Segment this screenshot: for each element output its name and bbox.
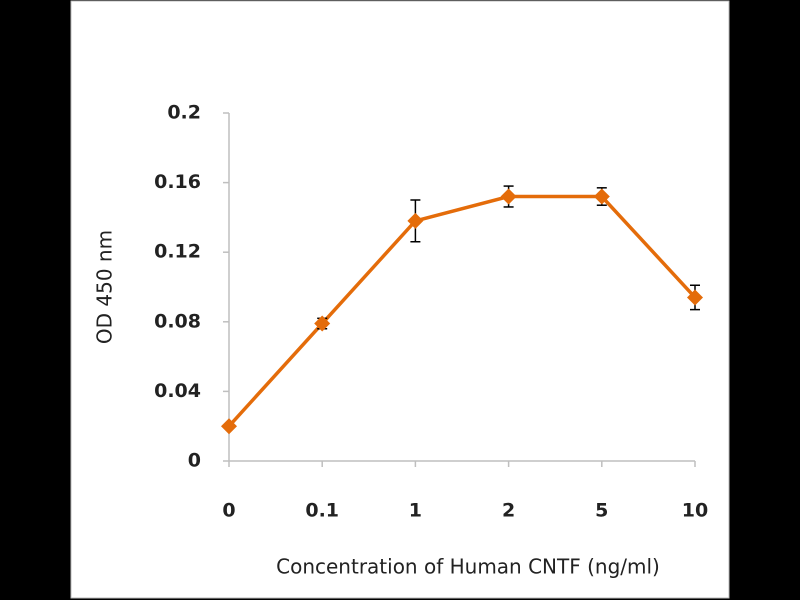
y-tick-label: 0.08 — [154, 310, 201, 332]
point — [687, 289, 703, 306]
x-axis-title: Concentration of Human CNTF (ng/ml) — [276, 555, 660, 579]
point — [500, 188, 517, 205]
x-tick-label: 5 — [595, 500, 608, 522]
y-tick-label: 0.12 — [154, 241, 201, 263]
chart-panel — [70, 0, 730, 599]
y-axis-title: OD 450 nm — [93, 230, 117, 344]
y-tick-label: 0.2 — [167, 102, 201, 124]
point — [593, 188, 610, 205]
y-tick-label: 0 — [188, 450, 201, 472]
x-tick-label: 10 — [682, 500, 708, 522]
x-tick-label: 0 — [222, 500, 235, 522]
point — [221, 418, 237, 435]
point — [407, 212, 424, 229]
y-tick-label: 0.16 — [154, 171, 201, 193]
x-tick-label: 1 — [409, 500, 422, 522]
series-line — [227, 194, 697, 428]
y-tick-label: 0.04 — [154, 380, 201, 402]
point — [314, 315, 331, 332]
x-tick-label: 0.1 — [305, 500, 339, 522]
x-tick-label: 2 — [502, 500, 515, 522]
